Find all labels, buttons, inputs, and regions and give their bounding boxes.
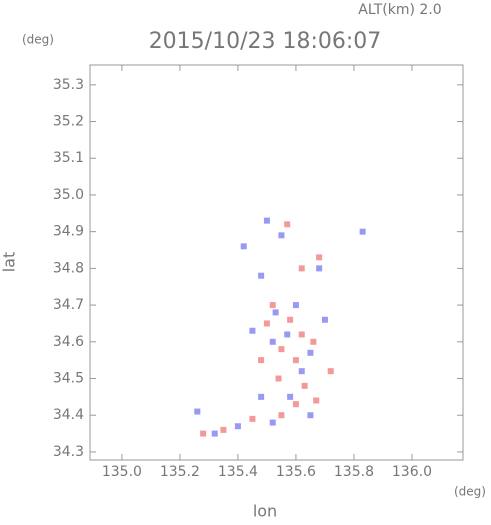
- y-tick-label: 35.0: [53, 187, 84, 203]
- echo-point: [292, 302, 299, 309]
- echo-point: [200, 430, 207, 437]
- echo-point: [275, 375, 282, 382]
- echo-point: [301, 382, 308, 389]
- echo-point: [278, 232, 285, 239]
- echo-point: [310, 338, 317, 345]
- x-tick-label: 135.0: [102, 464, 142, 480]
- y-tick-label: 34.8: [53, 260, 84, 276]
- echo-point: [327, 368, 334, 375]
- echo-point: [258, 357, 265, 364]
- x-tick-label: 136.0: [392, 464, 432, 480]
- echo-point: [292, 401, 299, 408]
- echo-point: [272, 309, 279, 316]
- y-tick-label: 35.1: [53, 150, 84, 166]
- x-tick-label: 135.8: [334, 464, 374, 480]
- echo-point: [316, 254, 323, 261]
- echo-point: [263, 320, 270, 327]
- echo-point: [211, 430, 218, 437]
- echo-point: [240, 243, 247, 250]
- y-tick-label: 34.5: [53, 371, 84, 387]
- y-unit: (deg): [22, 33, 54, 47]
- echo-point: [284, 331, 291, 338]
- echo-point: [287, 393, 294, 400]
- y-axis-label: lat: [0, 252, 19, 273]
- echo-point: [307, 412, 314, 419]
- echo-point: [258, 272, 265, 279]
- echo-point: [269, 338, 276, 345]
- echo-point: [298, 265, 305, 272]
- echo-point: [194, 408, 201, 415]
- y-tick-label: 34.9: [53, 224, 84, 240]
- x-tick-label: 135.2: [160, 464, 200, 480]
- y-tick-label: 34.3: [53, 444, 84, 460]
- x-tick-label: 135.6: [276, 464, 316, 480]
- y-tick-label: 35.2: [53, 114, 84, 130]
- x-unit: (deg): [454, 485, 486, 499]
- y-tick-label: 34.6: [53, 334, 84, 350]
- echo-point: [249, 327, 256, 334]
- echo-point: [278, 412, 285, 419]
- echo-point: [292, 357, 299, 364]
- altitude-label: ALT(km) 2.0: [358, 2, 441, 18]
- echo-point: [321, 316, 328, 323]
- echo-point: [298, 368, 305, 375]
- echo-point: [298, 331, 305, 338]
- plot-frame: [89, 64, 464, 461]
- chart-title: 2015/10/23 18:06:07: [149, 29, 382, 54]
- echo-point: [249, 415, 256, 422]
- x-axis-label: lon: [253, 502, 277, 521]
- echo-point: [287, 316, 294, 323]
- echo-point: [307, 349, 314, 356]
- echo-point: [316, 265, 323, 272]
- y-tick-label: 34.4: [53, 407, 84, 423]
- echo-point: [220, 426, 227, 433]
- echo-point: [258, 393, 265, 400]
- echo-point: [269, 302, 276, 309]
- y-tick-label: 35.3: [53, 77, 84, 93]
- echo-point: [313, 397, 320, 404]
- echo-point: [359, 228, 366, 235]
- echo-point: [234, 423, 241, 430]
- echo-point: [263, 217, 270, 224]
- echo-point: [269, 419, 276, 426]
- x-tick-label: 135.4: [218, 464, 258, 480]
- echo-point: [284, 221, 291, 228]
- y-tick-label: 34.7: [53, 297, 84, 313]
- echo-point: [278, 346, 285, 353]
